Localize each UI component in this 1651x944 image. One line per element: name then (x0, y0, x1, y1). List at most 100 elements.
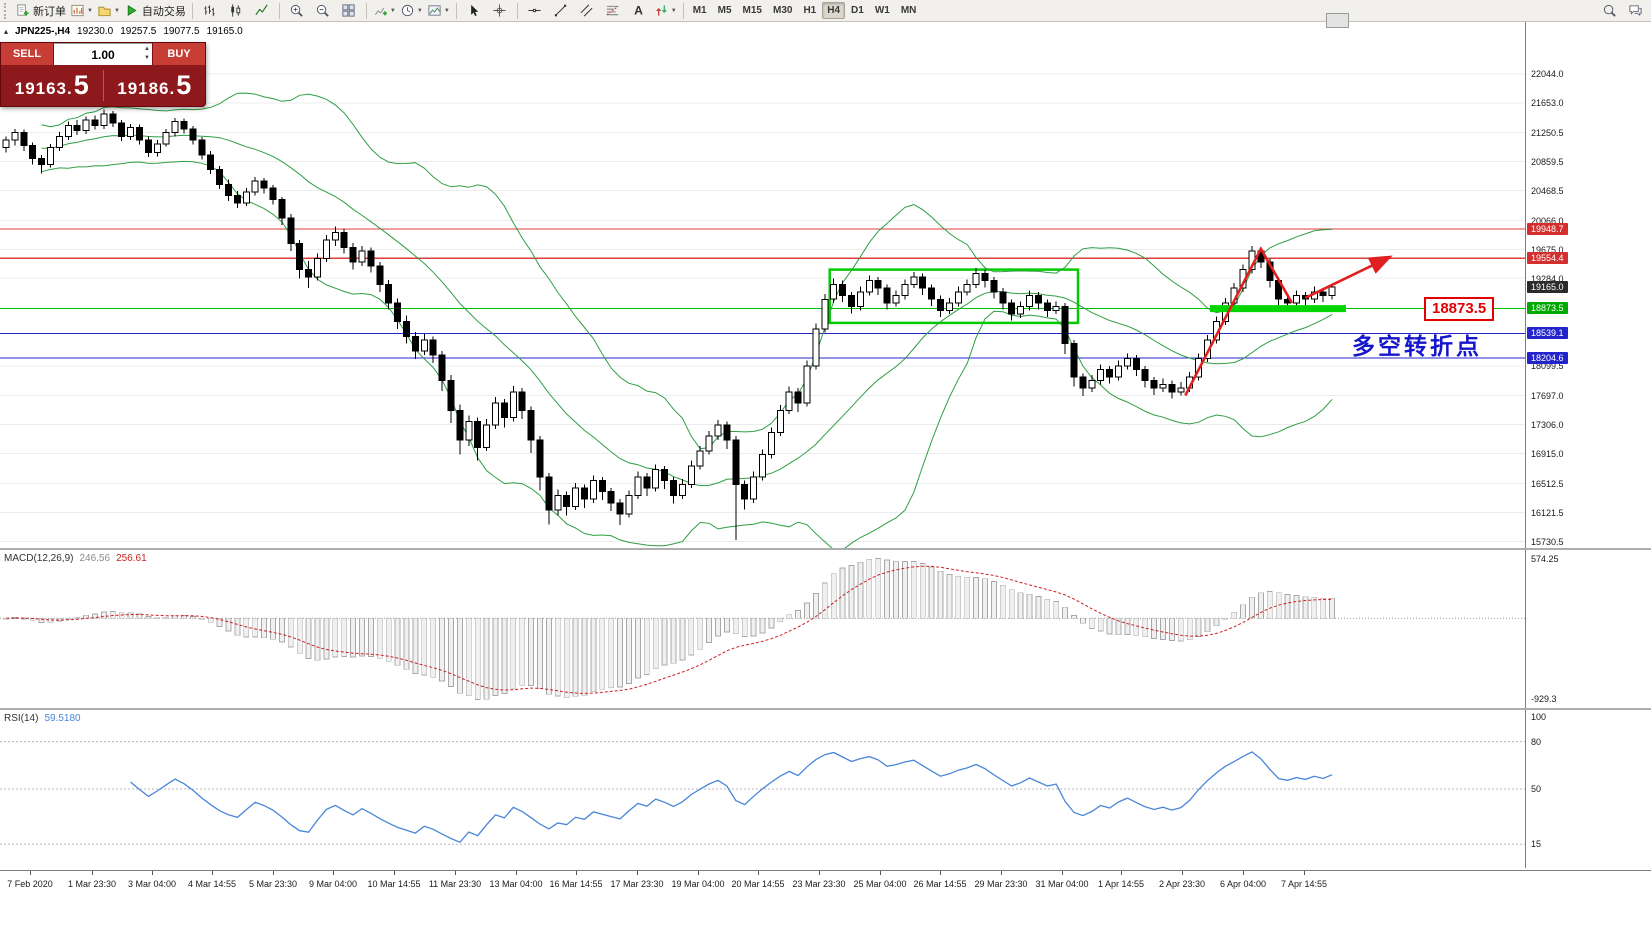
trendline-button[interactable] (548, 1, 574, 20)
zoom-in-button[interactable] (284, 1, 310, 20)
volume-up-icon[interactable]: ▲ (144, 46, 150, 52)
toolbar-grip (4, 2, 9, 19)
macd-signal-value: 256.61 (116, 553, 147, 564)
macd-canvas[interactable] (0, 550, 1525, 708)
timeframe-d1[interactable]: D1 (851, 5, 864, 16)
volume-value[interactable]: 1.00 (91, 47, 115, 62)
price-tick: 19675.0 (1531, 244, 1564, 255)
timeframe-mn[interactable]: MN (900, 5, 917, 16)
price-tick: 17697.0 (1531, 391, 1564, 402)
main-toolbar: 新订单 ▼ ▼ 自动交易 ▼ ▼ ▼ A ▼ M1 M5 M15 M30 H1 H4 D1 W1 MN (0, 0, 1651, 22)
time-tick (212, 871, 213, 875)
price-tick: 17306.0 (1531, 420, 1564, 431)
chat-button[interactable] (1622, 1, 1648, 20)
zoom-out-button[interactable] (310, 1, 336, 20)
auto-trading-button[interactable]: 自动交易 (122, 1, 188, 20)
time-tick (333, 871, 334, 875)
arrows-button[interactable]: ▼ (652, 1, 679, 20)
periods-button[interactable]: ▼ (398, 1, 425, 20)
sell-button[interactable]: SELL (1, 43, 54, 65)
chart-expand-icon[interactable]: ▴ (4, 27, 9, 36)
rsi-axis-value: 80 (1531, 736, 1542, 747)
main-price-axis[interactable]: 22044.0 21653.0 21250.5 20859.5 20468.5 20066… (1525, 22, 1651, 548)
volume-stepper[interactable]: ▲ ▼ (144, 45, 150, 63)
rsi-label: RSI(14) 59.5180 (4, 713, 81, 724)
time-label: 31 Mar 04:00 (1035, 879, 1089, 889)
sell-price[interactable]: 19163. 5 (1, 70, 104, 101)
time-label: 19 Mar 04:00 (671, 879, 725, 889)
macd-label: MACD(12,26,9) 246.56 256.61 (4, 553, 147, 564)
time-label: 17 Mar 23:30 (610, 879, 664, 889)
cursor-button[interactable] (461, 1, 487, 20)
timeframe-h4[interactable]: H4 (822, 2, 846, 19)
projection-arrow[interactable] (1304, 255, 1393, 299)
time-label: 13 Mar 04:00 (489, 879, 543, 889)
ohlc-high: 19257.5 (120, 26, 157, 37)
turning-point-label[interactable]: 多空转折点 (1352, 333, 1482, 360)
text-button[interactable]: A (626, 1, 652, 20)
buy-price[interactable]: 19186. 5 (117, 70, 192, 100)
ohlc-close: 19165.0 (206, 26, 243, 37)
symbol-info: ▴ JPN225-,H4 19230.0 19257.5 19077.5 191… (4, 26, 243, 37)
timeframe-m15[interactable]: M15 (742, 5, 762, 16)
zigzag-annotation[interactable] (1184, 246, 1294, 397)
toolbar-separator (365, 2, 367, 19)
panel-divider-macd[interactable] (0, 548, 1651, 550)
rsi-canvas[interactable] (0, 710, 1525, 868)
periods-icon (401, 4, 413, 17)
tile-windows-button[interactable] (336, 1, 362, 20)
time-tick (1182, 871, 1183, 875)
volume-control[interactable]: 1.00 ▲ ▼ (54, 43, 152, 65)
price-line-label: 19165.0 (1527, 280, 1568, 293)
panel-divider-rsi[interactable] (0, 708, 1651, 710)
macd-axis-min: -929.3 (1531, 694, 1557, 704)
bar-chart-button[interactable] (197, 1, 223, 20)
time-tick (30, 871, 31, 875)
templates-button[interactable]: ▼ (425, 1, 452, 20)
new-order-button-label: 新订单 (33, 5, 66, 18)
line-chart-button[interactable] (249, 1, 275, 20)
timeframe-m5[interactable]: M5 (717, 5, 732, 16)
svg-text:A: A (634, 4, 643, 18)
main-chart-canvas[interactable] (0, 22, 1525, 548)
template-icon (428, 5, 441, 16)
price-line-label: 19948.7 (1527, 222, 1568, 235)
chart-shift-button[interactable] (1326, 13, 1349, 28)
channel-button[interactable] (574, 1, 600, 20)
candlestick-chart-button[interactable] (223, 1, 249, 20)
search-icon (1603, 4, 1616, 17)
time-label: 25 Mar 04:00 (853, 879, 907, 889)
timeframe-h1[interactable]: H1 (803, 5, 817, 16)
crosshair-button[interactable] (487, 1, 513, 20)
toolbar-separator (455, 2, 457, 19)
horizontal-line-button[interactable] (522, 1, 548, 20)
one-click-trading-panel: SELL 1.00 ▲ ▼ BUY 19163. 5 19186. 5 (0, 42, 206, 107)
price-tick: 16512.5 (1531, 478, 1564, 489)
time-axis[interactable]: 7 Feb 2020 1 Mar 23:30 3 Mar 04:00 4 Mar 14… (0, 870, 1651, 896)
text-icon: A (634, 4, 643, 18)
indicators-button[interactable]: ▼ (371, 1, 398, 20)
macd-signal-line (5, 565, 1333, 694)
buy-button[interactable]: BUY (152, 43, 205, 65)
macd-axis-max: 574.25 (1531, 554, 1559, 564)
support-price-tag[interactable]: 18873.5 (1424, 296, 1495, 321)
time-tick (92, 871, 93, 875)
price-tick: 21653.0 (1531, 98, 1564, 109)
timeframe-m1[interactable]: M1 (692, 5, 707, 16)
timeframe-m30[interactable]: M30 (772, 5, 793, 16)
price-tick: 21250.5 (1531, 128, 1564, 139)
toolbar-separator (516, 2, 518, 19)
new-chart-button[interactable]: ▼ (68, 1, 95, 20)
candle-chart-icon (231, 4, 241, 17)
volume-down-icon[interactable]: ▼ (144, 55, 150, 61)
bar-chart-icon (204, 5, 216, 17)
search-button[interactable] (1596, 1, 1622, 20)
time-tick (394, 871, 395, 875)
time-tick (819, 871, 820, 875)
profiles-button[interactable]: ▼ (95, 1, 122, 20)
consolidation-box[interactable] (828, 268, 1080, 325)
new-order-button[interactable]: 新订单 (13, 1, 68, 20)
fibonacci-button[interactable] (600, 1, 626, 20)
horizontal-level-lines[interactable] (0, 228, 1525, 359)
timeframe-w1[interactable]: W1 (874, 5, 890, 16)
